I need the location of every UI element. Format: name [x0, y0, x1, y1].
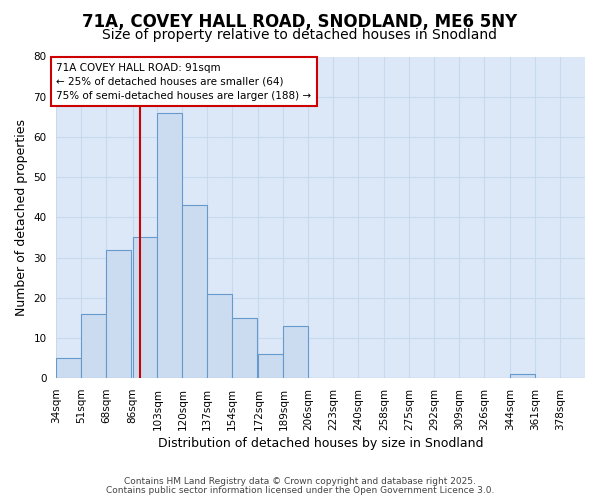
- Bar: [511, 374, 535, 378]
- Text: Contains HM Land Registry data © Crown copyright and database right 2025.: Contains HM Land Registry data © Crown c…: [124, 477, 476, 486]
- Bar: [133, 238, 157, 378]
- Bar: [283, 326, 308, 378]
- Bar: [232, 318, 257, 378]
- Text: 71A, COVEY HALL ROAD, SNODLAND, ME6 5NY: 71A, COVEY HALL ROAD, SNODLAND, ME6 5NY: [82, 12, 518, 30]
- Bar: [157, 113, 182, 378]
- Text: 71A COVEY HALL ROAD: 91sqm
← 25% of detached houses are smaller (64)
75% of semi: 71A COVEY HALL ROAD: 91sqm ← 25% of deta…: [56, 62, 311, 100]
- Bar: [106, 250, 131, 378]
- Bar: [81, 314, 106, 378]
- Text: Contains public sector information licensed under the Open Government Licence 3.: Contains public sector information licen…: [106, 486, 494, 495]
- Bar: [259, 354, 283, 378]
- X-axis label: Distribution of detached houses by size in Snodland: Distribution of detached houses by size …: [158, 437, 484, 450]
- Bar: [56, 358, 81, 378]
- Y-axis label: Number of detached properties: Number of detached properties: [15, 119, 28, 316]
- Text: Size of property relative to detached houses in Snodland: Size of property relative to detached ho…: [103, 28, 497, 42]
- Bar: [182, 206, 207, 378]
- Bar: [207, 294, 232, 378]
